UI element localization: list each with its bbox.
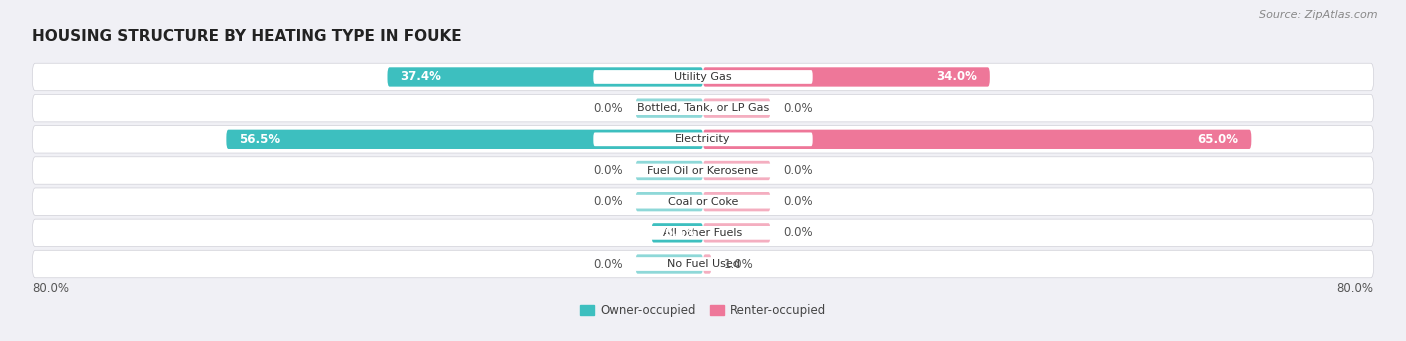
FancyBboxPatch shape (32, 94, 1374, 122)
Text: 0.0%: 0.0% (783, 195, 813, 208)
Text: 0.0%: 0.0% (593, 164, 623, 177)
FancyBboxPatch shape (32, 125, 1374, 153)
FancyBboxPatch shape (593, 257, 813, 271)
FancyBboxPatch shape (226, 130, 703, 149)
FancyBboxPatch shape (593, 164, 813, 177)
Text: Electricity: Electricity (675, 134, 731, 144)
FancyBboxPatch shape (636, 161, 703, 180)
Text: 37.4%: 37.4% (401, 71, 441, 84)
FancyBboxPatch shape (388, 67, 703, 87)
Text: Bottled, Tank, or LP Gas: Bottled, Tank, or LP Gas (637, 103, 769, 113)
Text: 1.0%: 1.0% (724, 257, 754, 270)
FancyBboxPatch shape (593, 70, 813, 84)
FancyBboxPatch shape (703, 99, 770, 118)
FancyBboxPatch shape (703, 254, 711, 274)
FancyBboxPatch shape (593, 101, 813, 115)
FancyBboxPatch shape (703, 223, 770, 242)
Text: Utility Gas: Utility Gas (675, 72, 731, 82)
Text: 0.0%: 0.0% (593, 257, 623, 270)
Text: 0.0%: 0.0% (593, 195, 623, 208)
FancyBboxPatch shape (703, 161, 770, 180)
Text: All other Fuels: All other Fuels (664, 228, 742, 238)
FancyBboxPatch shape (32, 250, 1374, 278)
FancyBboxPatch shape (32, 157, 1374, 184)
Text: No Fuel Used: No Fuel Used (666, 259, 740, 269)
Text: 0.0%: 0.0% (593, 102, 623, 115)
Text: Fuel Oil or Kerosene: Fuel Oil or Kerosene (647, 165, 759, 176)
Text: 56.5%: 56.5% (239, 133, 280, 146)
Text: HOUSING STRUCTURE BY HEATING TYPE IN FOUKE: HOUSING STRUCTURE BY HEATING TYPE IN FOU… (32, 29, 463, 44)
FancyBboxPatch shape (32, 63, 1374, 91)
Text: 0.0%: 0.0% (783, 102, 813, 115)
Text: 65.0%: 65.0% (1198, 133, 1239, 146)
Text: 34.0%: 34.0% (936, 71, 977, 84)
FancyBboxPatch shape (636, 254, 703, 274)
Legend: Owner-occupied, Renter-occupied: Owner-occupied, Renter-occupied (575, 299, 831, 322)
FancyBboxPatch shape (651, 223, 703, 242)
FancyBboxPatch shape (32, 219, 1374, 247)
Text: Coal or Coke: Coal or Coke (668, 197, 738, 207)
FancyBboxPatch shape (32, 188, 1374, 216)
FancyBboxPatch shape (636, 99, 703, 118)
Text: 80.0%: 80.0% (32, 282, 69, 295)
FancyBboxPatch shape (593, 132, 813, 146)
Text: 0.0%: 0.0% (783, 164, 813, 177)
Text: 6.1%: 6.1% (664, 226, 697, 239)
FancyBboxPatch shape (703, 130, 1251, 149)
FancyBboxPatch shape (593, 226, 813, 240)
FancyBboxPatch shape (703, 192, 770, 211)
Text: 0.0%: 0.0% (783, 226, 813, 239)
FancyBboxPatch shape (703, 67, 990, 87)
FancyBboxPatch shape (636, 192, 703, 211)
Text: 80.0%: 80.0% (1337, 282, 1374, 295)
Text: Source: ZipAtlas.com: Source: ZipAtlas.com (1260, 10, 1378, 20)
FancyBboxPatch shape (593, 195, 813, 209)
